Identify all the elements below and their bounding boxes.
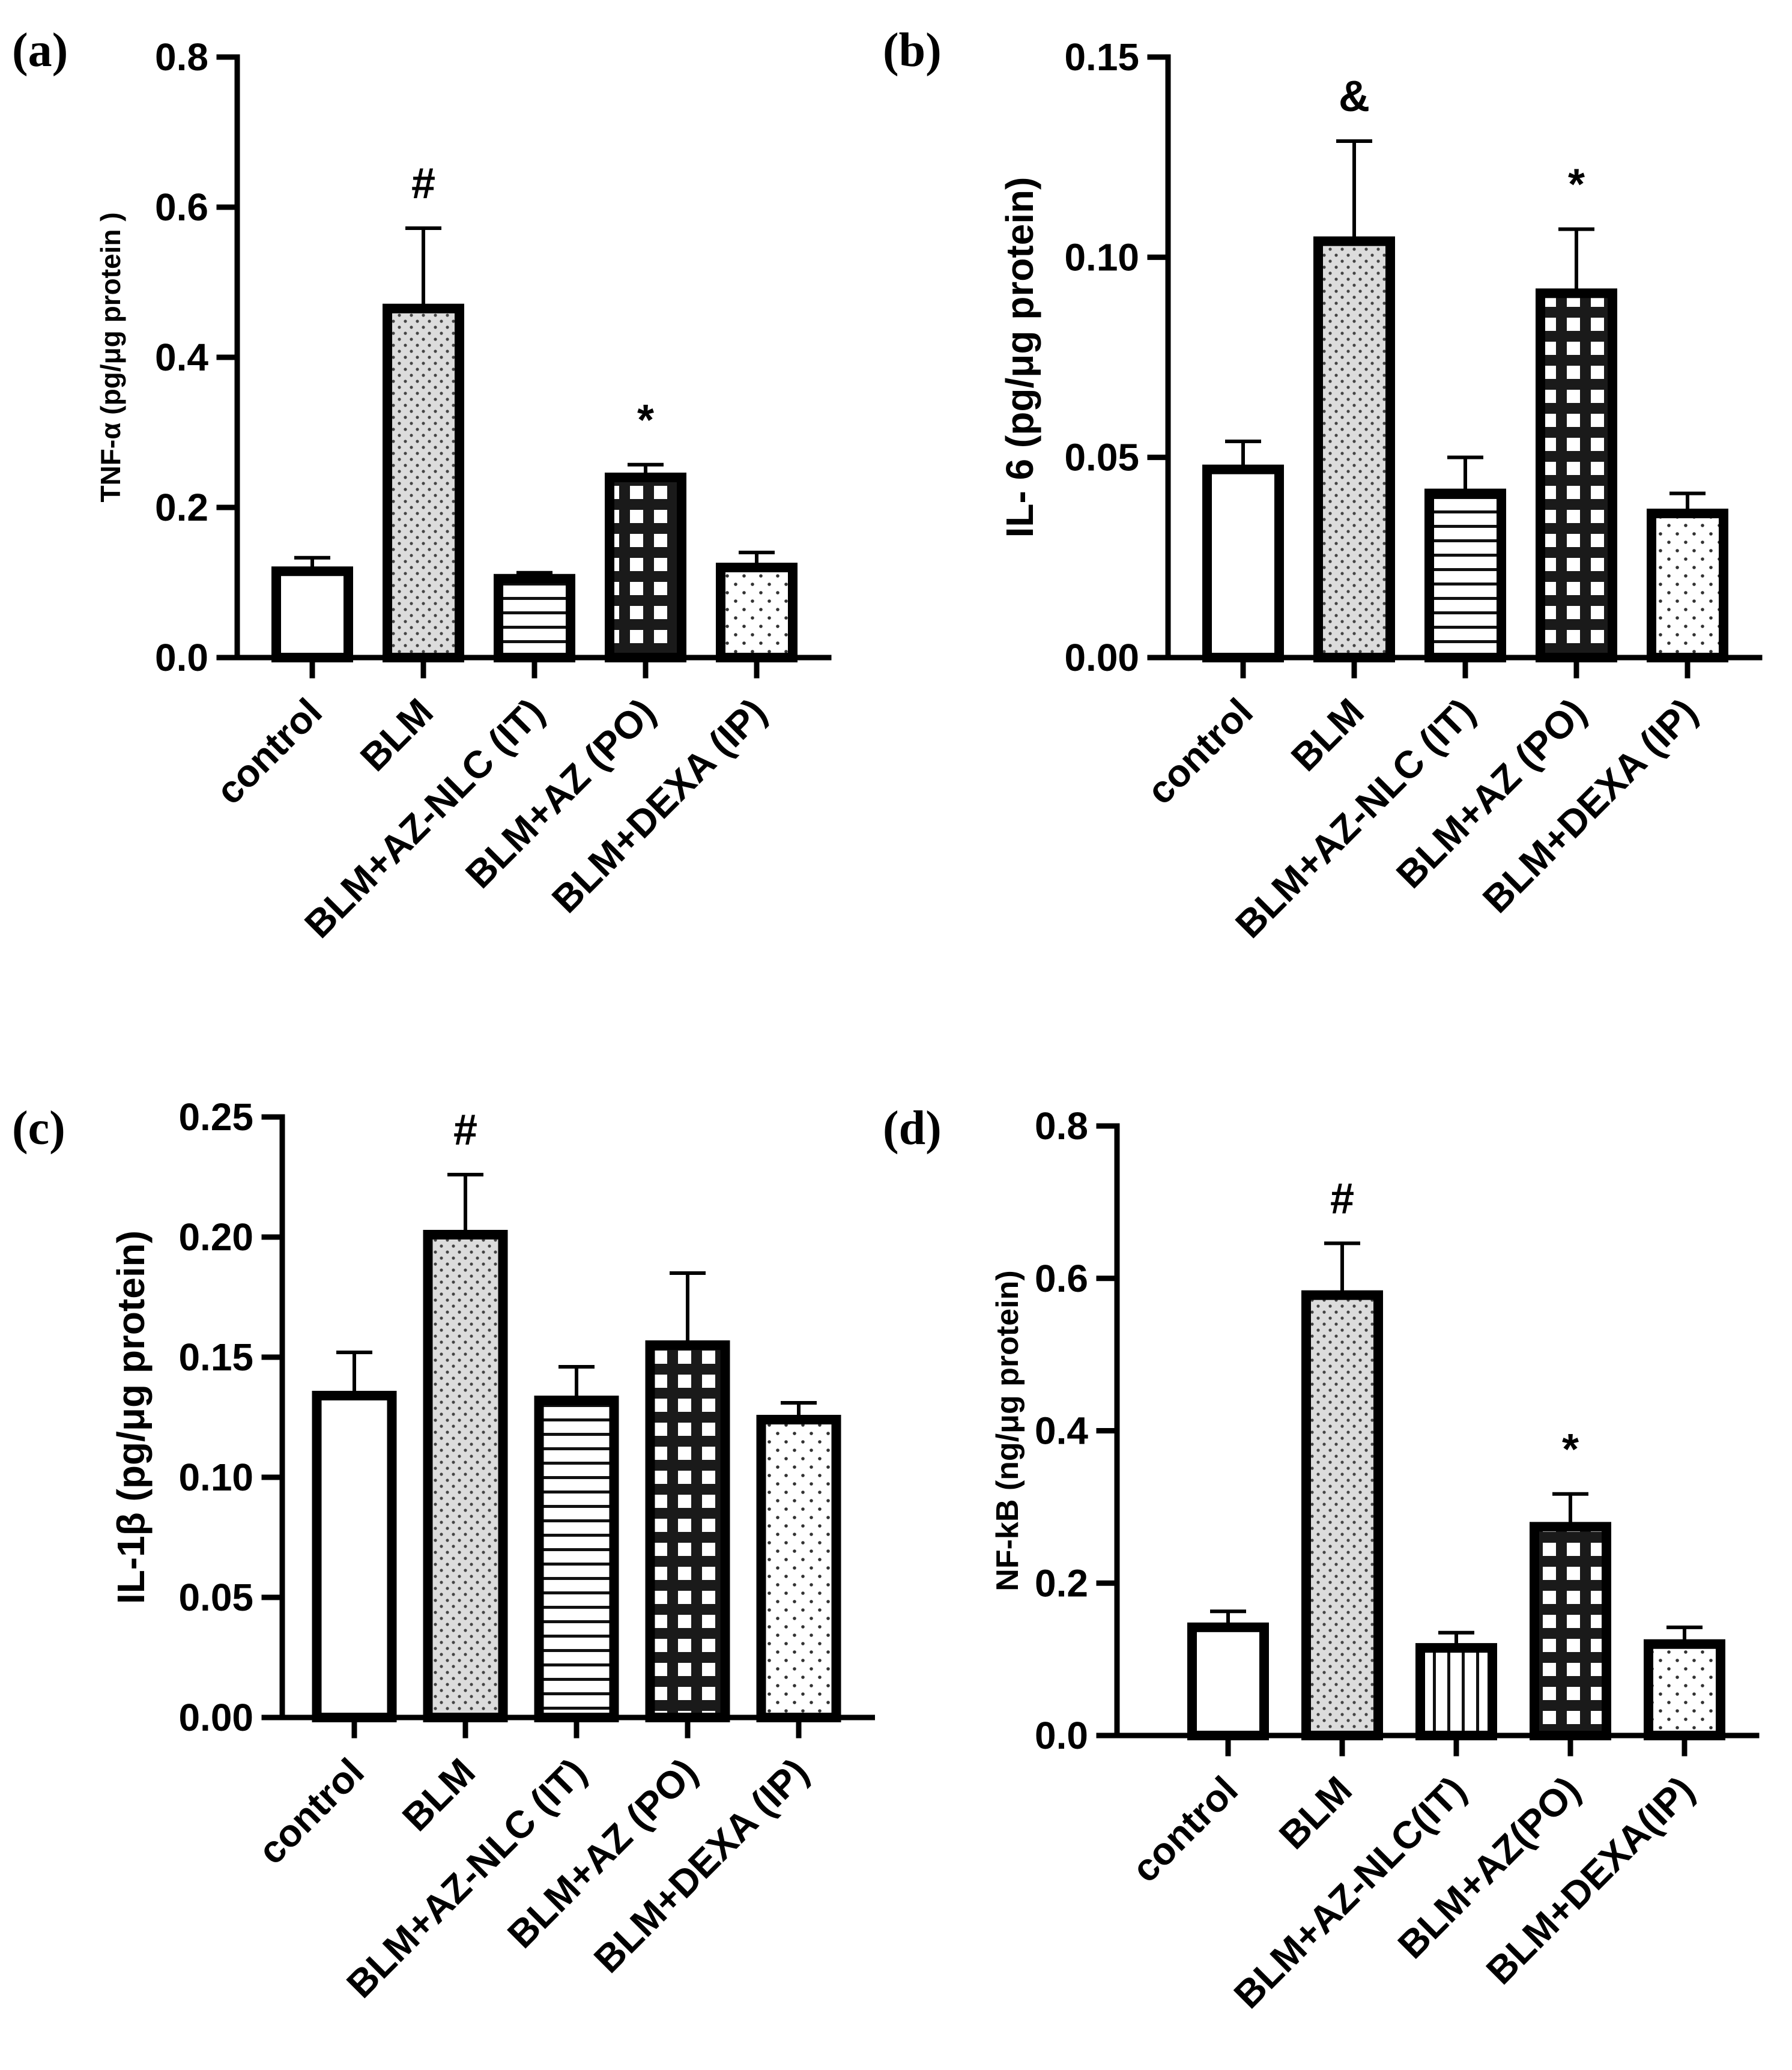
bar [1536,288,1617,663]
significance-mark-hash: # [1330,1175,1354,1223]
bar [1187,1622,1269,1740]
bar [605,473,686,662]
y-axis-title: IL- 6 (pg/μg protein) [998,177,1041,538]
bar [271,566,353,662]
x-tick-label: BLM+AZ (PO) [457,690,664,897]
bar [534,1396,619,1722]
x-tick-label: BLM [1283,690,1372,779]
bar [494,573,575,662]
y-tick-label: 0.2 [1035,1561,1088,1605]
y-tick-label: 0.6 [1035,1257,1088,1300]
bar [716,563,798,662]
y-axis-title: TNF-α (pg/μg protein ) [95,212,126,502]
bar [1530,1522,1611,1741]
panel-label: (d) [883,1102,942,1155]
y-tick-label: 0.10 [1064,235,1139,279]
y-tick-label: 0.0 [1035,1714,1088,1757]
y-axis-title: IL-1β (pg/μg protein) [109,1230,153,1604]
y-tick-label: 0.20 [178,1215,253,1259]
y-tick-label: 0.00 [1064,636,1139,679]
panel-label: (b) [883,24,942,77]
bar [1313,236,1395,662]
y-axis-title: NF-kB (ng/μg protein) [990,1270,1025,1591]
y-tick-label: 0.4 [1035,1409,1088,1453]
significance-mark-asterisk: * [1562,1426,1579,1474]
y-tick-label: 0.4 [155,336,208,379]
panel-label: (c) [12,1102,65,1155]
y-tick-label: 0.15 [1064,35,1139,79]
x-tick-label: BLM+AZ (PO) [1388,690,1594,897]
y-tick-label: 0.05 [178,1576,253,1619]
x-tick-label: control [1124,1768,1246,1890]
y-tick-label: 0.2 [155,486,208,529]
significance-mark-hash: # [453,1106,477,1154]
bar [383,303,464,662]
significance-mark-hash: # [411,160,435,208]
significance-mark-ampersand: & [1339,73,1370,121]
x-tick-label: BLM [1271,1768,1360,1857]
y-tick-label: 0.8 [155,35,208,79]
bar [1647,509,1728,662]
bar [312,1391,397,1722]
bar [645,1340,730,1722]
y-tick-label: 0.6 [155,186,208,229]
x-tick-label: BLM [352,690,441,779]
panel-label: (a) [12,24,68,77]
y-tick-label: 0.8 [1035,1104,1088,1148]
chart-panel-a: (a) 0.0 0.2 0.4 0.6 0.8 TNF-α (pg/μg protein )… [12,24,832,946]
bar [1415,1643,1497,1740]
x-tick-label: BLM [394,1750,483,1839]
y-tick-label: 0.25 [178,1095,253,1139]
chart-panel-d: (d) 0.0 0.2 0.4 0.6 0.8 NF-kB (ng/μg protein) c… [883,1102,1760,2017]
y-tick-label: 0.0 [155,636,208,679]
y-tick-label: 0.05 [1064,436,1139,479]
x-tick-label: BLM+DEXA(IP) [1478,1768,1703,1993]
y-tick-label: 0.10 [178,1456,253,1499]
y-tick-label: 0.00 [178,1696,253,1739]
significance-mark-asterisk: * [637,396,654,444]
chart-panel-b: (b) 0.00 0.05 0.10 0.15 IL- 6 (pg/μg protein)… [883,24,1763,946]
bar [423,1230,508,1722]
bar [1424,488,1506,663]
x-tick-label: control [1139,690,1261,813]
significance-mark-asterisk: * [1568,161,1585,209]
x-tick-label: BLM+AZ (PO) [499,1750,706,1957]
x-tick-label: control [208,690,330,813]
bar [1644,1639,1725,1740]
bar [1202,464,1284,663]
chart-panel-c: (c) 0.00 0.05 0.10 0.15 0.20 0.25 IL-1β (pg/μg … [12,1095,875,2006]
bar [756,1415,841,1722]
bar [1301,1290,1383,1741]
x-tick-label: control [250,1750,372,1872]
y-tick-label: 0.15 [178,1336,253,1379]
